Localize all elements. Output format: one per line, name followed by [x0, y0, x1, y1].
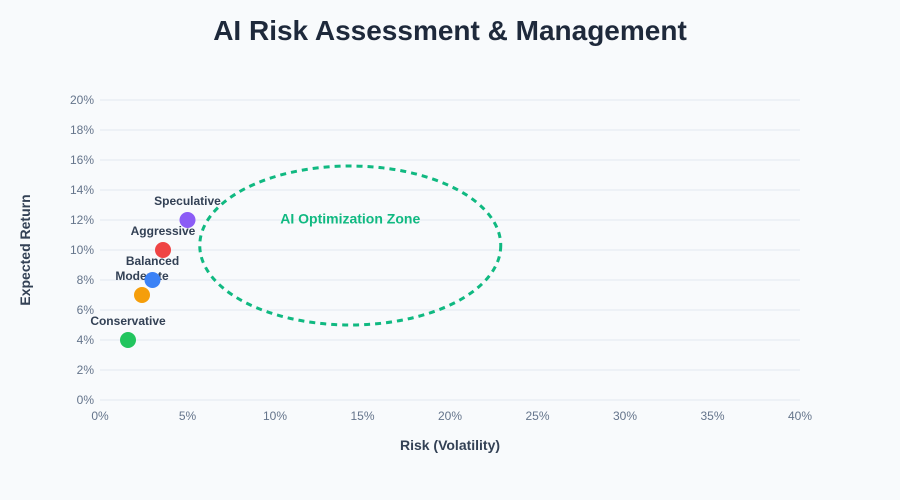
x-tick-label: 10% [263, 409, 287, 423]
scatter-point [120, 332, 136, 348]
x-tick-label: 5% [179, 409, 197, 423]
x-tick-label: 15% [350, 409, 374, 423]
x-tick-label: 20% [438, 409, 462, 423]
y-tick-label: 6% [77, 303, 95, 317]
y-tick-label: 4% [77, 333, 95, 347]
y-tick-label: 20% [70, 93, 94, 107]
chart-title: AI Risk Assessment & Management [213, 15, 687, 46]
scatter-point [144, 272, 161, 288]
y-tick-label: 18% [70, 123, 94, 137]
y-tick-label: 0% [77, 393, 95, 407]
scatter-point [179, 212, 196, 228]
point-label: Conservative [90, 314, 166, 328]
y-tick-label: 14% [70, 183, 94, 197]
tick-labels: 0% 2% 4% 6% 8% 10% 12% 14% 16% 18% 20% 0% 5% 10% 15% 20… [70, 93, 812, 423]
x-tick-label: 0% [91, 409, 109, 423]
x-tick-label: 25% [525, 409, 549, 423]
point-label: Balanced [126, 254, 179, 268]
y-tick-label: 10% [70, 243, 94, 257]
y-tick-label: 2% [77, 363, 95, 377]
x-axis-title: Risk (Volatility) [400, 437, 500, 453]
x-tick-label: 30% [613, 409, 637, 423]
y-tick-label: 16% [70, 153, 94, 167]
scatter-point [134, 287, 150, 303]
optimization-zone-ellipse [198, 164, 503, 327]
point-label: Moderate [115, 269, 169, 283]
grid [100, 99, 800, 401]
y-axis-title: Expected Return [17, 194, 33, 305]
y-tick-label: 12% [70, 213, 94, 227]
x-tick-label: 35% [700, 409, 724, 423]
optimization-zone-label: AI Optimization Zone [280, 211, 420, 227]
y-tick-label: 8% [77, 273, 95, 287]
scatter-point [155, 242, 171, 258]
x-tick-label: 40% [788, 409, 812, 423]
point-label: Aggressive [131, 224, 196, 238]
optimization-zone: AI Optimization Zone [198, 164, 503, 327]
point-label: Speculative [154, 194, 221, 208]
